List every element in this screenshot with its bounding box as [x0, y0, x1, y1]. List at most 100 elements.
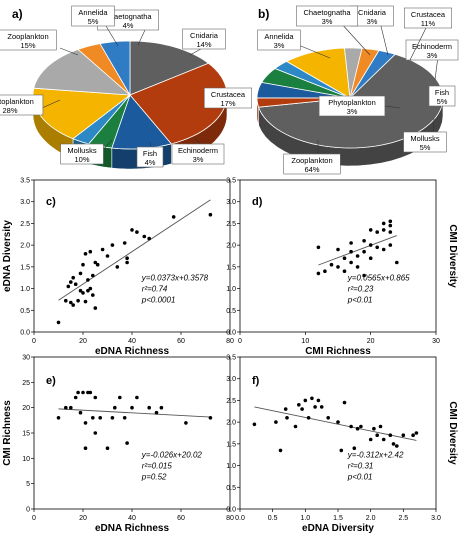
- data-point: [414, 431, 419, 435]
- panel-label: c): [46, 196, 56, 208]
- data-point: [71, 303, 75, 307]
- x-axis-label: eDNA Diversity: [302, 523, 374, 534]
- slice-pct-mollusks: 5%: [420, 143, 431, 152]
- leader-line-mollusks: [102, 139, 113, 151]
- slice-label-chaetognatha: Chaetognatha: [104, 12, 152, 21]
- slice-label-mollusks: Mollusks: [410, 134, 439, 143]
- data-point: [69, 300, 73, 305]
- y-tick-label: 0.0: [226, 507, 236, 514]
- data-point: [69, 280, 73, 284]
- data-point: [64, 298, 68, 303]
- slice-label-fish: Fish: [143, 149, 157, 158]
- y-axis-label: CMI Diversity: [447, 224, 458, 288]
- slice-pct-crustacea: 11%: [421, 19, 436, 28]
- y-tick-label: 1.0: [20, 286, 30, 293]
- slice-pct-phytoplankton: 3%: [347, 107, 358, 116]
- slice-label-echinoderm: Echinoderm: [178, 146, 218, 155]
- data-point: [319, 405, 324, 409]
- y-tick-label: 1.5: [226, 441, 236, 448]
- slice-pct-cnidaria: 14%: [196, 40, 211, 49]
- y-axis-label: CMI Richness: [2, 400, 13, 466]
- data-point: [159, 405, 164, 410]
- data-point: [306, 416, 311, 420]
- label-box-annelida: [257, 29, 301, 51]
- regression-line: [254, 406, 417, 441]
- slice-pct-phytoplankton: 28%: [2, 106, 17, 115]
- data-point: [105, 254, 110, 258]
- x-tick-label: 80: [226, 338, 234, 345]
- data-point: [171, 215, 176, 219]
- data-point: [56, 320, 61, 325]
- scatter-panel-f: f) 0.0 0.5 1.0 1.5 2.0 2.5 3.0 0.0 0.5 1.0 1.5 2.0 2.…: [226, 355, 458, 535]
- plot-frame: [33, 356, 231, 510]
- data-point: [349, 241, 353, 245]
- label-box-zooplankton: [283, 153, 341, 175]
- data-point: [83, 446, 88, 451]
- leader-line-crustacea: [409, 23, 429, 61]
- data-point: [73, 395, 78, 400]
- label-box-mollusks: [403, 131, 447, 153]
- data-point: [303, 398, 308, 403]
- leader-line-cnidaria: [379, 21, 389, 56]
- label-box-echinoderm: [171, 143, 225, 165]
- data-point: [71, 275, 75, 280]
- regression-annotation: r²=0.015: [142, 461, 173, 470]
- y-tick-label: 3.0: [226, 199, 236, 206]
- data-point: [362, 273, 366, 278]
- data-point: [411, 433, 415, 438]
- data-point: [125, 441, 129, 445]
- slice-label-fish: Fish: [435, 88, 449, 97]
- slice-label-echinoderm: Echinoderm: [412, 42, 452, 51]
- data-point: [184, 421, 188, 425]
- y-tick-label: 0: [26, 507, 30, 514]
- y-tick-label: 2.0: [20, 243, 30, 250]
- data-point: [395, 444, 399, 448]
- slice-pct-fish: 4%: [145, 158, 156, 167]
- regression-line: [318, 235, 397, 266]
- slice-pct-chaetognatha: 4%: [123, 21, 134, 30]
- y-tick-label: 25: [22, 380, 30, 387]
- data-point: [78, 288, 83, 293]
- data-point: [355, 426, 360, 431]
- regression-annotation: r²=0.74: [142, 284, 168, 293]
- x-axis-label: CMI Richness: [305, 346, 371, 357]
- slice-pct-zooplankton: 64%: [304, 165, 319, 174]
- leader-line-annelida: [105, 25, 119, 47]
- y-tick-label: 2.5: [20, 221, 30, 228]
- pie-slice-cnidaria: [33, 48, 132, 96]
- data-point: [342, 400, 347, 405]
- data-point: [81, 291, 85, 295]
- scatter-panel-d: d) 0 10 20 30 0.0 0.5 1.0 1.5 2.0 2.5 3.0 3.5 CMI Ric…: [226, 178, 458, 358]
- data-point: [313, 405, 317, 409]
- data-point: [352, 446, 357, 451]
- data-point: [135, 395, 139, 400]
- data-point: [142, 234, 147, 239]
- y-tick-label: 3.5: [20, 178, 30, 185]
- regression-line: [58, 408, 211, 418]
- data-point: [86, 288, 90, 293]
- leader-line-zooplankton: [59, 47, 79, 56]
- y-tick-label: 10: [22, 456, 30, 463]
- slice-label-cnidaria: Cnidaria: [358, 8, 387, 17]
- slice-pct-fish: 5%: [437, 97, 448, 106]
- data-point: [362, 249, 366, 254]
- leader-line-chaetognatha: [339, 21, 371, 56]
- data-point: [69, 405, 73, 410]
- x-tick-label: 0: [32, 515, 36, 522]
- data-point: [93, 260, 98, 265]
- y-tick-label: 2.5: [226, 398, 236, 405]
- y-axis-label: eDNA Diversity: [2, 220, 13, 292]
- data-point: [154, 410, 159, 415]
- slice-pct-zooplankton: 15%: [20, 41, 35, 50]
- data-point: [81, 390, 85, 395]
- data-point: [316, 245, 321, 250]
- y-tick-label: 2.0: [226, 420, 236, 427]
- data-point: [401, 433, 406, 438]
- data-point: [336, 247, 340, 252]
- panel-label: e): [46, 375, 56, 387]
- slice-label-crustacea: Crustacea: [211, 90, 246, 99]
- data-point: [293, 424, 298, 429]
- slice-pct-echinoderm: 3%: [193, 155, 204, 164]
- data-point: [76, 390, 80, 395]
